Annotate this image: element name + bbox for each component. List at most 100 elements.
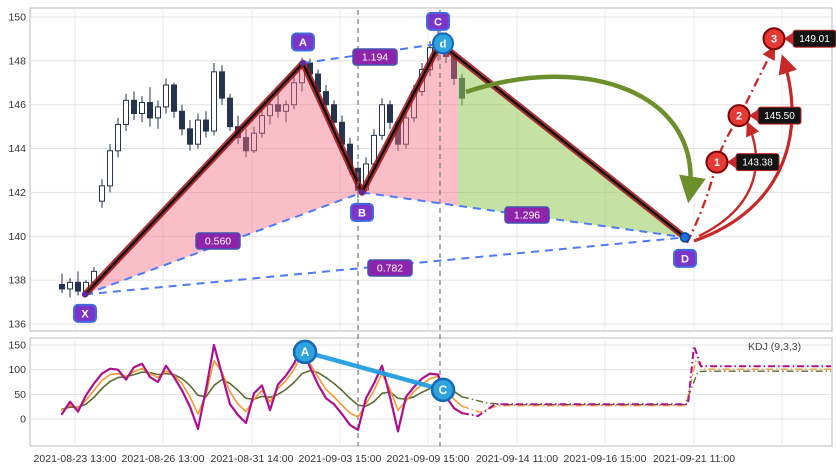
candle-body: [251, 132, 257, 152]
candle-body: [139, 102, 145, 114]
ratio-box[interactable]: [367, 259, 413, 277]
pattern-leg-bc[interactable]: [360, 42, 442, 194]
ratio-line-bd[interactable]: [361, 191, 686, 239]
badge-label: D: [681, 253, 689, 265]
pattern-leg-cd[interactable]: [438, 42, 687, 239]
projection-point-circle[interactable]: [762, 27, 786, 51]
candle-body: [195, 119, 201, 145]
candle-body: [59, 284, 65, 290]
pattern-vertex-dot: [82, 291, 88, 298]
candle-body: [275, 104, 281, 112]
green-projection-arrow[interactable]: [465, 74, 706, 204]
pattern-leg-xa[interactable]: [83, 61, 305, 296]
price-tick-label: 138: [8, 275, 26, 287]
projection-point-circle[interactable]: [727, 104, 751, 128]
pattern-leg-ab[interactable]: [301, 61, 364, 194]
ratio-label-0782[interactable]: 0.782: [367, 259, 413, 277]
ratio-box[interactable]: [504, 206, 550, 224]
indicator-tick-label: 0: [20, 414, 26, 426]
point-badge-b[interactable]: B: [350, 202, 374, 222]
x-axis-label: 2021-09-21 11:00: [653, 453, 735, 465]
kdj-point-circle[interactable]: [292, 339, 318, 365]
price-tag-box: [735, 153, 780, 172]
kdj-d-projection: [461, 370, 831, 406]
projection-point-circle[interactable]: [705, 150, 729, 174]
price-tag-pointer-icon: [784, 31, 795, 47]
badge-label: X: [81, 308, 89, 320]
red-curve-arrow-inner[interactable]: [698, 121, 760, 238]
indicator-tick-label: 150: [8, 340, 26, 352]
ratio-box[interactable]: [195, 232, 241, 250]
point-badge-x[interactable]: X: [73, 303, 97, 323]
x-axis-label: 2021-09-14 11:00: [476, 453, 558, 465]
kdj-point-circle[interactable]: [430, 377, 456, 403]
ratio-label-1194[interactable]: 1.194: [352, 48, 398, 66]
price-tag-label: 143.38: [742, 158, 773, 169]
candle-body: [179, 110, 185, 130]
projection-point-3[interactable]: 149.01 3: [762, 27, 836, 51]
badge-box[interactable]: [73, 303, 97, 323]
price-tick-label: 148: [8, 55, 26, 67]
ratio-value: 1.194: [362, 52, 388, 64]
point-badge-a[interactable]: A: [291, 32, 315, 52]
projection-point-1[interactable]: 143.38 1: [705, 150, 780, 174]
point-badge-c[interactable]: C: [426, 11, 450, 31]
ratio-label-1296[interactable]: 1.296: [504, 206, 550, 224]
kdj-point-a[interactable]: A: [292, 339, 318, 365]
ratio-box[interactable]: [352, 48, 398, 66]
price-tick-label: 146: [8, 99, 26, 111]
candle-body: [403, 117, 409, 145]
badge-box[interactable]: [291, 32, 315, 52]
pattern-vertex-dot: [359, 189, 365, 196]
projection-point-label: 1: [714, 157, 720, 169]
candle-body: [155, 106, 161, 119]
ratio-value: 1.296: [514, 210, 540, 222]
candle-body: [131, 99, 137, 114]
candle-body: [283, 104, 289, 112]
candle-body: [259, 115, 265, 134]
ratio-label-0560[interactable]: 0.560: [195, 232, 241, 250]
x-axis-label: 2021-08-26 13:00: [122, 453, 205, 465]
pattern-vertex-dot: [300, 60, 306, 67]
candle-body: [75, 281, 81, 292]
price-tag-label: 145.50: [764, 111, 795, 122]
pattern-zone-bcd[interactable]: [362, 43, 458, 206]
projection-point-label: 3: [771, 34, 777, 46]
candle-body: [211, 71, 217, 132]
candle-body: [107, 150, 113, 187]
red-curve-arrow-outer[interactable]: [693, 54, 797, 243]
candle-body: [379, 104, 385, 136]
d-point-marker[interactable]: d: [432, 32, 454, 55]
x-axis-label: 2021-09-09 15:00: [387, 453, 470, 465]
candle-body: [243, 137, 249, 152]
d-point-label: d: [440, 38, 447, 50]
price-tick-label: 144: [8, 143, 26, 155]
badge-label: A: [299, 37, 307, 49]
candle-body: [115, 123, 121, 152]
kdj-point-label: A: [301, 345, 310, 359]
price-tick-label: 150: [8, 12, 26, 24]
projection-point-2[interactable]: 145.50 2: [727, 104, 802, 128]
badge-box[interactable]: [350, 202, 374, 222]
red-target-path[interactable]: [685, 45, 776, 244]
candle-body: [219, 71, 225, 99]
candle-body: [163, 84, 169, 108]
badge-box[interactable]: [673, 248, 697, 268]
badge-box[interactable]: [426, 11, 450, 31]
price-tag-box: [792, 29, 836, 48]
candle-body: [331, 104, 337, 123]
price-tag-pointer-icon: [749, 108, 760, 124]
candle-body: [227, 97, 233, 128]
kdj-j-projection: [461, 345, 831, 418]
x-axis-label: 2021-09-03 15:00: [299, 453, 382, 465]
candle-body: [99, 185, 105, 202]
kdj-divergence-line[interactable]: [302, 349, 446, 393]
d-point-circle[interactable]: [432, 32, 454, 55]
point-badge-d[interactable]: D: [673, 248, 697, 268]
pattern-vertex-dot-d: [679, 232, 691, 243]
candle-body: [171, 84, 177, 112]
pattern-zone-xab[interactable]: [85, 63, 362, 295]
x-axis-label: 2021-08-31 14:00: [211, 453, 294, 465]
kdj-point-c[interactable]: C: [430, 377, 456, 403]
